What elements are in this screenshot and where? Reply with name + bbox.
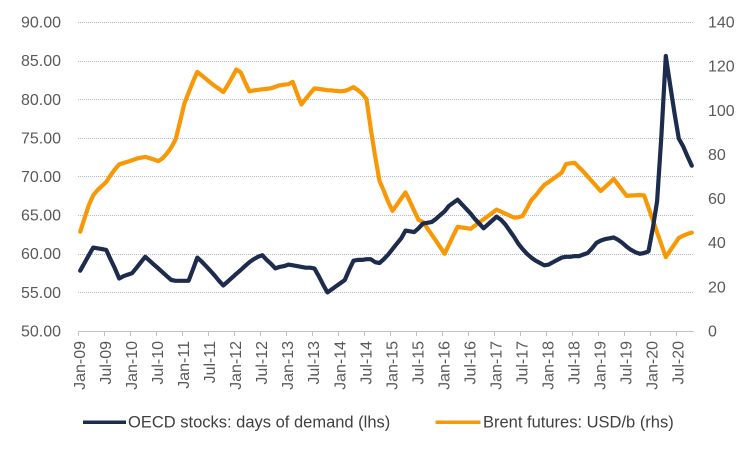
svg-text:Jan-15: Jan-15 bbox=[384, 341, 401, 390]
svg-text:Jan-13: Jan-13 bbox=[280, 341, 297, 390]
svg-text:65.00: 65.00 bbox=[21, 208, 61, 225]
svg-text:80.00: 80.00 bbox=[21, 92, 61, 109]
svg-text:Jan-18: Jan-18 bbox=[541, 341, 558, 390]
svg-text:Jul-10: Jul-10 bbox=[150, 341, 167, 385]
svg-text:Jan-19: Jan-19 bbox=[593, 341, 610, 390]
svg-text:Jul-17: Jul-17 bbox=[514, 341, 531, 385]
svg-text:Jul-09: Jul-09 bbox=[98, 341, 115, 385]
svg-text:55.00: 55.00 bbox=[21, 285, 61, 302]
svg-text:60: 60 bbox=[708, 191, 726, 208]
svg-text:0: 0 bbox=[708, 324, 717, 341]
svg-text:Jan-16: Jan-16 bbox=[436, 341, 453, 390]
svg-text:Jul-14: Jul-14 bbox=[358, 341, 375, 385]
svg-text:Jan-17: Jan-17 bbox=[488, 341, 505, 390]
svg-text:Jul-16: Jul-16 bbox=[462, 341, 479, 385]
svg-text:120: 120 bbox=[708, 59, 735, 76]
svg-text:20: 20 bbox=[708, 279, 726, 296]
svg-text:Jul-20: Jul-20 bbox=[671, 341, 688, 385]
svg-text:Jul-11: Jul-11 bbox=[202, 341, 219, 383]
svg-text:Jan-20: Jan-20 bbox=[645, 341, 662, 390]
svg-text:Jan-14: Jan-14 bbox=[332, 341, 349, 390]
svg-text:Jan-09: Jan-09 bbox=[72, 341, 89, 390]
svg-text:Jan-10: Jan-10 bbox=[124, 341, 141, 390]
svg-text:Jan-12: Jan-12 bbox=[228, 341, 245, 390]
svg-text:Jul-13: Jul-13 bbox=[306, 341, 323, 385]
svg-text:Brent futures: USD/b (rhs): Brent futures: USD/b (rhs) bbox=[483, 414, 674, 432]
svg-text:90.00: 90.00 bbox=[21, 15, 61, 32]
svg-text:60.00: 60.00 bbox=[21, 246, 61, 263]
svg-text:80: 80 bbox=[708, 147, 726, 164]
svg-text:40: 40 bbox=[708, 235, 726, 252]
svg-text:Jul-15: Jul-15 bbox=[410, 341, 427, 385]
svg-text:Jul-19: Jul-19 bbox=[619, 341, 636, 385]
svg-text:50.00: 50.00 bbox=[21, 324, 61, 341]
svg-text:75.00: 75.00 bbox=[21, 130, 61, 147]
svg-text:Jul-12: Jul-12 bbox=[254, 341, 271, 385]
svg-text:Jul-18: Jul-18 bbox=[567, 341, 584, 385]
svg-text:140: 140 bbox=[708, 15, 735, 32]
svg-text:70.00: 70.00 bbox=[21, 169, 61, 186]
svg-text:100: 100 bbox=[708, 103, 735, 120]
svg-text:85.00: 85.00 bbox=[21, 53, 61, 70]
svg-text:OECD stocks: days of demand (l: OECD stocks: days of demand (lhs) bbox=[128, 414, 390, 432]
svg-text:Jan-11: Jan-11 bbox=[176, 341, 193, 389]
